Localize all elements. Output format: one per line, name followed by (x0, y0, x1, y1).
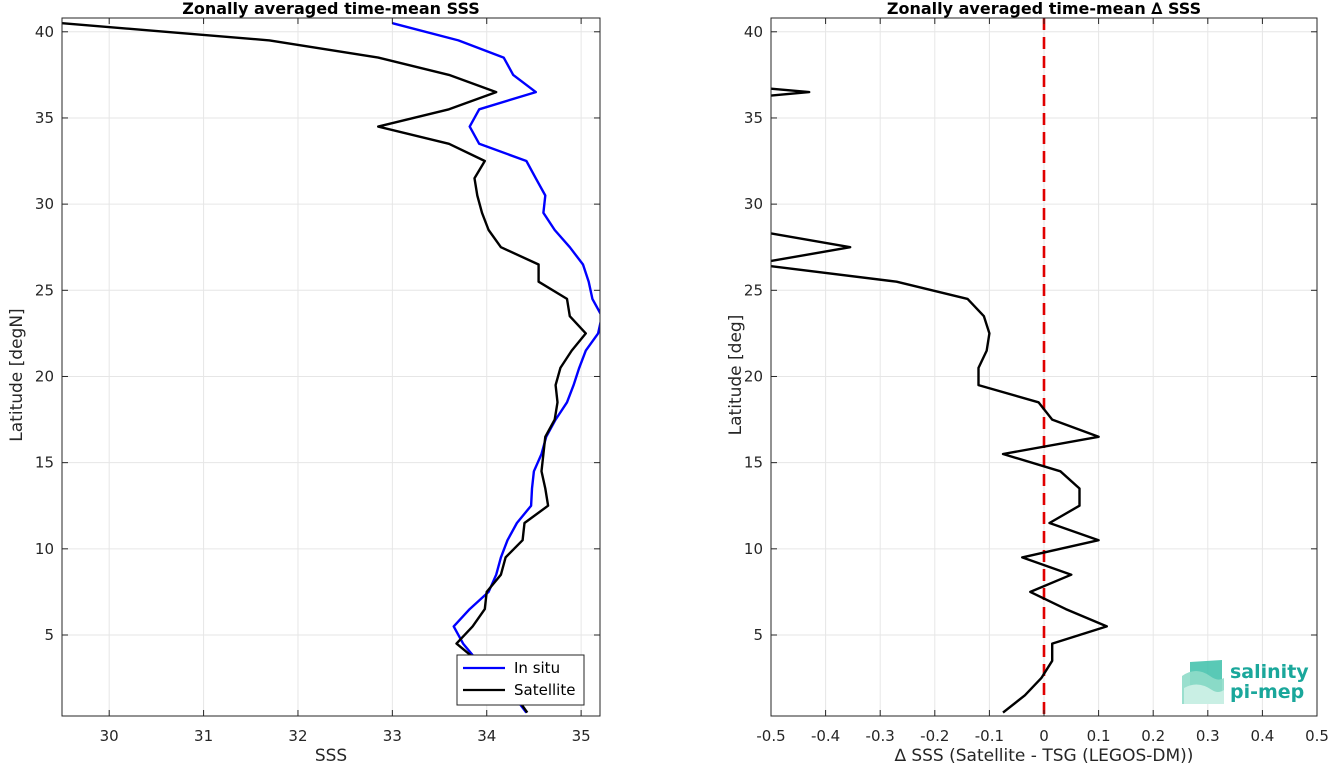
series-line (771, 87, 811, 97)
y-tick-label: 10 (744, 540, 763, 558)
series-lines (62, 22, 600, 714)
tick-marks (62, 18, 600, 716)
y-tick-labels: 5 10 15 20 25 30 35 40 (35, 23, 54, 644)
y-tick-label: 25 (35, 281, 54, 299)
x-tick-label: -0.1 (975, 727, 1004, 745)
series-lines (771, 87, 1109, 714)
x-tick-label: 30 (100, 727, 119, 745)
y-tick-label: 30 (35, 195, 54, 213)
logo-text-salinity: salinity (1230, 661, 1309, 683)
y-axis-label: Latitude [deg] (726, 315, 746, 436)
series-line (771, 232, 852, 263)
x-tick-label: -0.5 (756, 727, 785, 745)
y-tick-label: 30 (744, 195, 763, 213)
delta-sss-panel: -0.5 -0.4 -0.3 -0.2 -0.1 0 0.1 0.2 0.3 0.4 0.5 5 10… (726, 0, 1329, 766)
x-tick-label: -0.2 (920, 727, 949, 745)
y-tick-label: 40 (744, 23, 763, 41)
series-line (771, 265, 1109, 714)
y-tick-label: 15 (35, 454, 54, 472)
x-tick-label: 0.1 (1087, 727, 1111, 745)
y-tick-label: 25 (744, 281, 763, 299)
y-tick-label: 15 (744, 454, 763, 472)
legend-label-in-situ: In situ (514, 659, 560, 677)
grid (62, 18, 600, 716)
x-tick-label: 35 (572, 727, 591, 745)
legend: In situ Satellite (456, 654, 585, 706)
y-tick-label: 35 (35, 109, 54, 127)
x-tick-label: 32 (288, 727, 307, 745)
y-tick-label: 5 (44, 626, 54, 644)
chart-title: Zonally averaged time-mean ∆ SSS (887, 0, 1201, 18)
grid (770, 18, 1318, 716)
legend-box (456, 654, 585, 706)
y-tick-label: 10 (35, 540, 54, 558)
x-tick-label: 33 (383, 727, 402, 745)
x-axis-label: SSS (315, 746, 347, 766)
y-tick-labels: 5 10 15 20 25 30 35 40 (744, 23, 763, 644)
plot-frame (61, 17, 601, 717)
x-tick-labels: -0.5 -0.4 -0.3 -0.2 -0.1 0 0.1 0.2 0.3 0.4 0.5 (756, 727, 1329, 745)
x-tick-label: 34 (477, 727, 496, 745)
y-tick-label: 5 (753, 626, 763, 644)
x-axis-label: ∆ SSS (Satellite - TSG (LEGOS-DM)) (894, 746, 1194, 766)
logo-text-pi-mep: pi-mep (1230, 681, 1304, 703)
y-axis-label: Latitude [degN] (7, 308, 27, 441)
sss-panel: 30 31 32 33 34 35 5 10 15 20 25 30 35 40 Zonally ave… (7, 0, 601, 766)
x-tick-labels: 30 31 32 33 34 35 (100, 727, 591, 745)
salinity-pi-mep-logo: salinity pi-mep (1182, 660, 1309, 704)
legend-label-satellite: Satellite (514, 681, 575, 699)
x-tick-label: 0 (1039, 727, 1049, 745)
x-tick-label: 0.5 (1305, 727, 1329, 745)
chart-title: Zonally averaged time-mean SSS (182, 0, 480, 18)
y-tick-label: 40 (35, 23, 54, 41)
series-line-satellite (62, 22, 587, 714)
x-tick-label: -0.4 (811, 727, 840, 745)
series-line-in-situ (392, 22, 600, 714)
y-tick-label: 20 (35, 367, 54, 385)
y-tick-label: 35 (744, 109, 763, 127)
x-tick-label: 0.4 (1250, 727, 1274, 745)
y-tick-label: 20 (744, 367, 763, 385)
x-tick-label: 0.3 (1196, 727, 1220, 745)
wave-logo-icon (1182, 660, 1224, 704)
x-tick-label: 31 (194, 727, 213, 745)
tick-marks (770, 18, 1318, 716)
x-tick-label: -0.3 (866, 727, 895, 745)
x-tick-label: 0.2 (1141, 727, 1165, 745)
